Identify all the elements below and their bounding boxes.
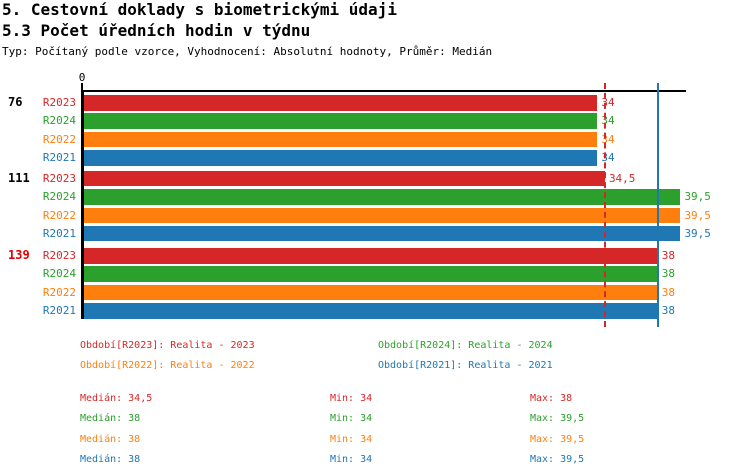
bar <box>84 303 658 319</box>
bar-series-label: R2022 <box>42 132 76 146</box>
group-label: 76 <box>8 95 23 109</box>
bar-series-label: R2024 <box>42 190 76 204</box>
stat-max-r2024: Max: 39,5 <box>530 413 585 424</box>
bar-series-label: R2021 <box>42 304 76 318</box>
legend-item-r2023: Období[R2023]: Realita - 2023 <box>80 340 255 351</box>
group-label: 139 <box>8 248 30 262</box>
stat-min-r2021: Min: 34 <box>330 454 373 465</box>
stat-max-r2022: Max: 39,5 <box>530 434 585 445</box>
bar <box>84 113 598 129</box>
bar <box>84 170 605 187</box>
bar <box>84 150 598 166</box>
bar-value-label: 34,5 <box>608 171 636 185</box>
bar-series-label: R2024 <box>42 114 76 128</box>
bar-series-label: R2024 <box>42 267 76 281</box>
bar-series-label: R2023 <box>42 171 76 185</box>
bar <box>84 189 681 205</box>
bar <box>84 225 681 242</box>
bar <box>84 95 598 111</box>
stat-median-r2022: Medián: 38 <box>80 434 141 445</box>
stat-min-r2024: Min: 34 <box>330 413 373 424</box>
median-line-r2023 <box>603 83 606 327</box>
group-label: 111 <box>8 170 30 185</box>
bar-series-label: R2023 <box>42 96 76 109</box>
bar <box>84 131 598 148</box>
bar-series-label: R2023 <box>42 249 76 262</box>
bar-value-label: 39,5 <box>684 190 711 204</box>
bar-value-label: 39,5 <box>684 226 711 240</box>
bar-value-label: 39,5 <box>684 208 711 222</box>
bar-value-label: 38 <box>661 267 676 281</box>
stat-median-r2024: Medián: 38 <box>80 413 141 424</box>
stat-max-r2021: Max: 39,5 <box>530 454 585 465</box>
x-axis-line <box>82 90 686 92</box>
axis-zero-tick <box>81 83 83 91</box>
bar-series-label: R2022 <box>42 208 76 222</box>
bar <box>84 284 658 301</box>
stat-median-r2021: Medián: 38 <box>80 454 141 465</box>
axis-zero-label: 0 <box>78 71 86 84</box>
legend-item-r2021: Období[R2021]: Realita - 2021 <box>378 360 553 371</box>
stat-max-r2023: Max: 38 <box>530 393 573 404</box>
chart-subtitle: 5.3 Počet úředních hodin v týdnu <box>2 21 311 40</box>
report-title: 5. Cestovní doklady s biometrickými údaj… <box>2 0 397 19</box>
bar-value-label: 38 <box>661 249 676 262</box>
stat-median-r2023: Medián: 34,5 <box>80 393 153 404</box>
bar <box>84 248 658 264</box>
median-line-r2021 <box>656 83 659 327</box>
bar-series-label: R2021 <box>42 151 76 165</box>
y-axis-line <box>81 90 84 319</box>
stat-min-r2023: Min: 34 <box>330 393 373 404</box>
bar-series-label: R2021 <box>42 226 76 240</box>
bar-series-label: R2022 <box>42 285 76 299</box>
bar-value-label: 38 <box>661 285 676 299</box>
bar-value-label: 38 <box>661 304 676 318</box>
bar <box>84 207 681 223</box>
chart-meta-line: Typ: Počítaný podle vzorce, Vyhodnocení:… <box>2 45 493 58</box>
stat-min-r2022: Min: 34 <box>330 434 373 445</box>
legend-item-r2024: Období[R2024]: Realita - 2024 <box>378 340 553 351</box>
legend-item-r2022: Období[R2022]: Realita - 2022 <box>80 360 255 371</box>
bar <box>84 266 658 282</box>
